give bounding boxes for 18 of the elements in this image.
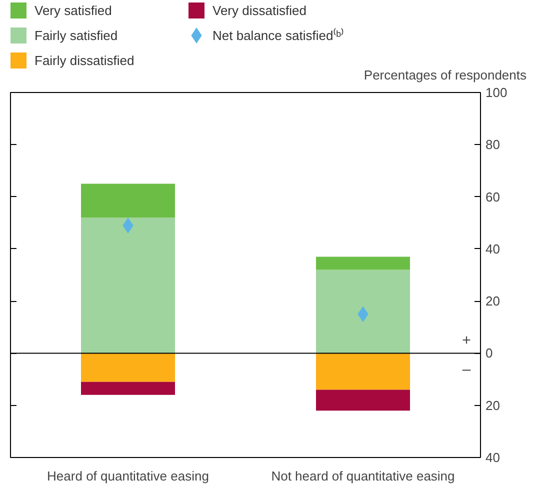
legend-label: Net balance satisfied⁽ᵇ⁾ <box>212 28 344 43</box>
x-tick-label: Heard of quantitative easing <box>47 468 209 484</box>
y-tick-label: 20 <box>486 398 500 413</box>
y-tick-label: 40 <box>486 450 500 465</box>
legend-label: Very dissatisfied <box>212 3 306 18</box>
legend-label: Fairly dissatisfied <box>34 53 134 68</box>
legend-label: Very satisfied <box>34 3 112 18</box>
y-tick-label: 40 <box>486 241 500 256</box>
y-tick-label: 20 <box>486 294 500 309</box>
y-axis-title: Percentages of respondents <box>364 68 527 82</box>
y-tick-label: 100 <box>486 85 508 100</box>
legend-label: Fairly satisfied <box>34 28 118 43</box>
x-tick-label: Not heard of quantitative easing <box>271 468 455 484</box>
annotation: + <box>462 332 472 350</box>
y-tick-label: 60 <box>486 189 500 204</box>
annotation: – <box>462 361 472 378</box>
y-tick-label: 0 <box>486 346 493 361</box>
y-tick-label: 80 <box>486 137 500 152</box>
